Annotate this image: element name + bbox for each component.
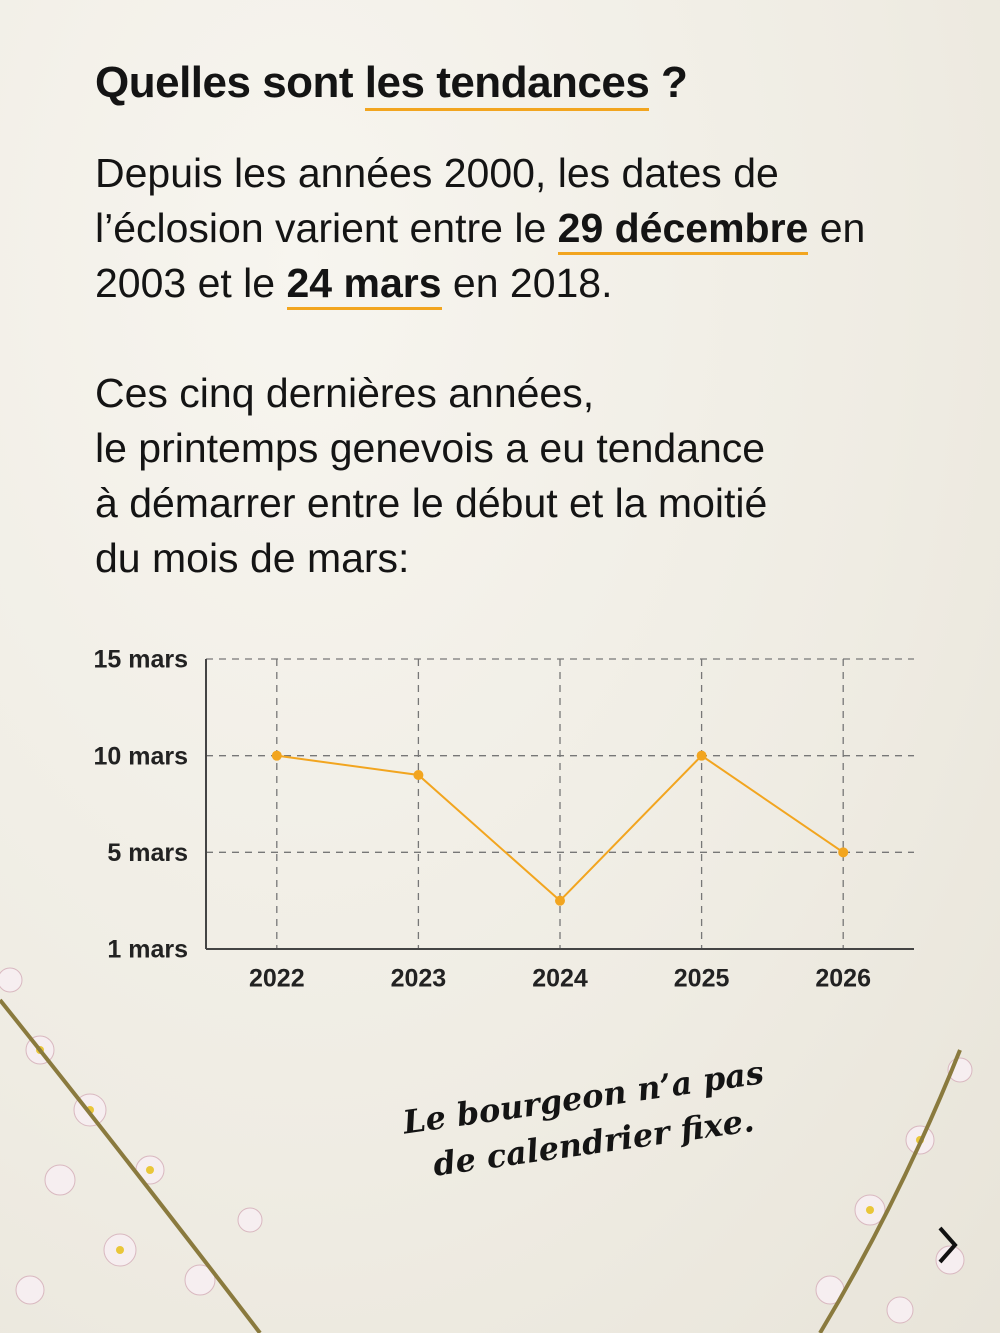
x-tick-label: 2026: [815, 965, 871, 993]
heading-highlight: les tendances: [364, 58, 650, 111]
heading: Quelles sont les tendances ?: [95, 58, 688, 111]
text-line: Ces cinq dernières années,: [95, 370, 595, 416]
highlight: 29 décembre: [557, 205, 809, 255]
y-tick-label: 15 mars: [93, 646, 188, 674]
data-point: [271, 750, 282, 761]
text: en 2018.: [441, 260, 613, 306]
paragraph: Ces cinq dernières années, le printemps …: [95, 366, 767, 586]
x-tick-label: 2022: [249, 965, 305, 993]
x-tick-label: 2024: [532, 965, 588, 993]
text-line: le printemps genevois a eu tendance: [95, 425, 766, 471]
text: en 2003 et le: [95, 205, 866, 306]
y-tick-label: 1 mars: [107, 936, 188, 964]
text-line: à démarrer entre le début et la moitié: [95, 480, 768, 526]
heading-text: ?: [649, 58, 688, 107]
text: Depuis les années 2000, les dates de l’é…: [95, 150, 779, 251]
text-line: du mois de mars:: [95, 535, 410, 581]
highlight: 24 mars: [286, 260, 442, 310]
data-point: [413, 770, 424, 780]
paragraph: Depuis les années 2000, les dates de l’é…: [95, 146, 895, 311]
y-tick-label: 5 mars: [107, 839, 188, 867]
y-tick-label: 10 mars: [93, 742, 188, 770]
x-tick-label: 2025: [674, 965, 730, 993]
data-point: [555, 895, 565, 906]
data-point: [838, 847, 849, 858]
heading-text: Quelles sont: [95, 58, 365, 107]
chart: 1 mars 5 mars 10 mars 15 mars 2022 2023 2024 20…: [93, 646, 914, 993]
data-point: [696, 750, 707, 761]
x-tick-label: 2023: [391, 965, 447, 993]
